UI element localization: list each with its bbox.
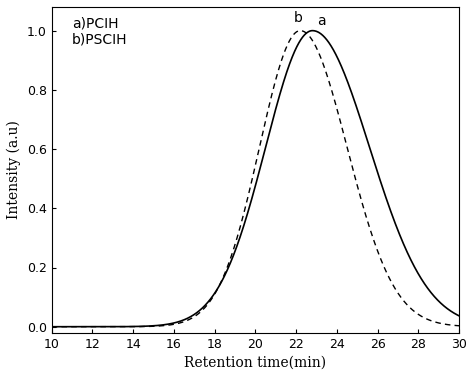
- Text: a)PCIH
b)PSCIH: a)PCIH b)PSCIH: [72, 17, 128, 47]
- Y-axis label: Intensity (a.u): Intensity (a.u): [7, 120, 21, 219]
- X-axis label: Retention time(min): Retention time(min): [184, 356, 327, 370]
- Text: b: b: [294, 11, 302, 25]
- Text: a: a: [317, 14, 326, 28]
